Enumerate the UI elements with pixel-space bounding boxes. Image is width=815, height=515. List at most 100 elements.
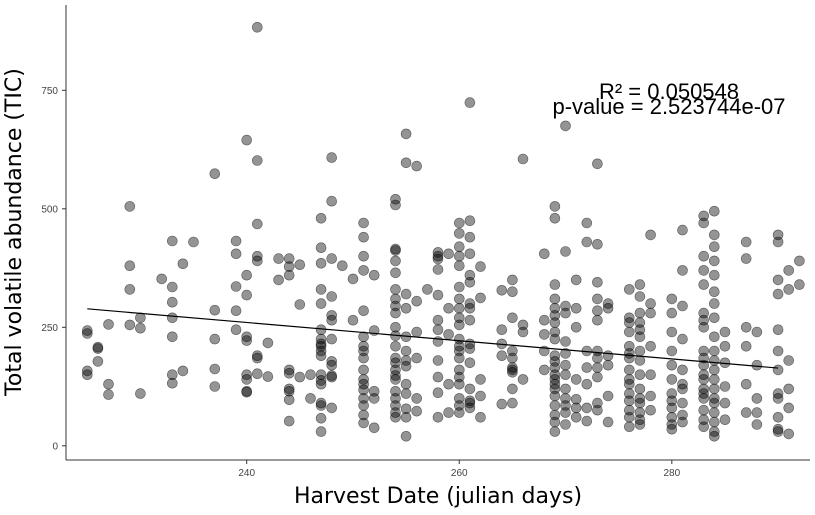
data-point [358,305,369,317]
data-point [167,281,178,293]
data-point [507,274,518,286]
data-point [326,152,338,163]
data-point [124,284,136,295]
data-point [517,153,529,165]
data-point [390,307,401,319]
data-point [358,331,369,343]
data-point [358,217,369,229]
data-point [326,359,338,371]
y-tick-label: 0 [52,441,58,452]
data-point [698,404,710,416]
data-point [400,288,412,300]
data-point [82,369,93,381]
data-point [549,426,561,437]
data-point [315,400,327,411]
data-point [453,333,465,345]
data-point [496,284,508,296]
data-point [507,364,518,376]
data-point [92,356,104,367]
data-point [560,120,571,132]
data-point [390,321,401,333]
data-point [209,333,221,345]
data-point [358,265,369,276]
data-point [751,419,763,430]
data-point [581,378,593,390]
data-point [645,307,656,319]
data-point [740,253,752,264]
data-point [464,302,476,314]
x-tick-label: 280 [663,468,680,479]
data-point [772,236,784,248]
data-point [666,293,678,305]
data-point [283,394,295,406]
data-point [560,359,571,371]
data-point [305,393,316,404]
data-point [390,245,401,256]
data-point [623,317,635,328]
points-layer [82,21,805,442]
data-point [432,371,444,383]
data-point [124,319,136,331]
data-point [135,388,146,399]
data-point [464,314,476,326]
data-point [315,257,327,269]
data-point [592,293,603,305]
data-point [390,255,401,267]
data-point [708,416,720,428]
data-point [708,383,720,395]
data-point [549,279,561,290]
data-point [82,325,93,336]
data-point [326,356,338,367]
data-point [708,355,720,366]
data-point [602,390,614,402]
data-point [209,168,221,179]
data-point [677,383,688,395]
data-point [230,235,242,247]
data-point [251,218,263,230]
data-point [623,395,635,407]
data-point [538,314,550,326]
data-point [390,407,401,418]
data-point [507,312,518,324]
data-point [645,404,656,416]
data-point [315,426,327,437]
data-point [772,324,784,336]
data-point [475,411,486,423]
data-point [283,415,295,427]
data-point [666,388,678,399]
data-point [507,286,518,298]
data-point [549,293,561,305]
data-point [708,312,720,324]
data-point [475,374,486,385]
data-point [390,284,401,295]
data-point [507,362,518,373]
x-axis-title: Harvest Date (julian days) [294,484,582,509]
data-point [634,369,646,381]
y-tick-label: 250 [41,323,58,334]
data-point [103,389,114,400]
data-point [358,250,369,262]
data-point [708,364,720,376]
data-point [103,319,114,330]
data-point [517,326,529,338]
data-point [283,253,295,264]
data-point [708,407,720,418]
data-point [411,160,423,172]
data-point [592,305,603,317]
data-point [666,345,678,357]
data-point [666,307,678,319]
data-point [400,355,412,366]
data-point [177,365,189,377]
data-point [708,241,720,252]
data-point [358,417,369,429]
data-point [581,217,593,229]
data-point [443,302,454,314]
data-point [538,248,550,260]
data-point [708,298,720,309]
data-point [103,378,114,390]
data-point [592,404,603,416]
y-tick-label: 750 [41,86,58,97]
data-point [283,367,295,379]
data-point [570,393,582,405]
data-point [708,397,720,409]
